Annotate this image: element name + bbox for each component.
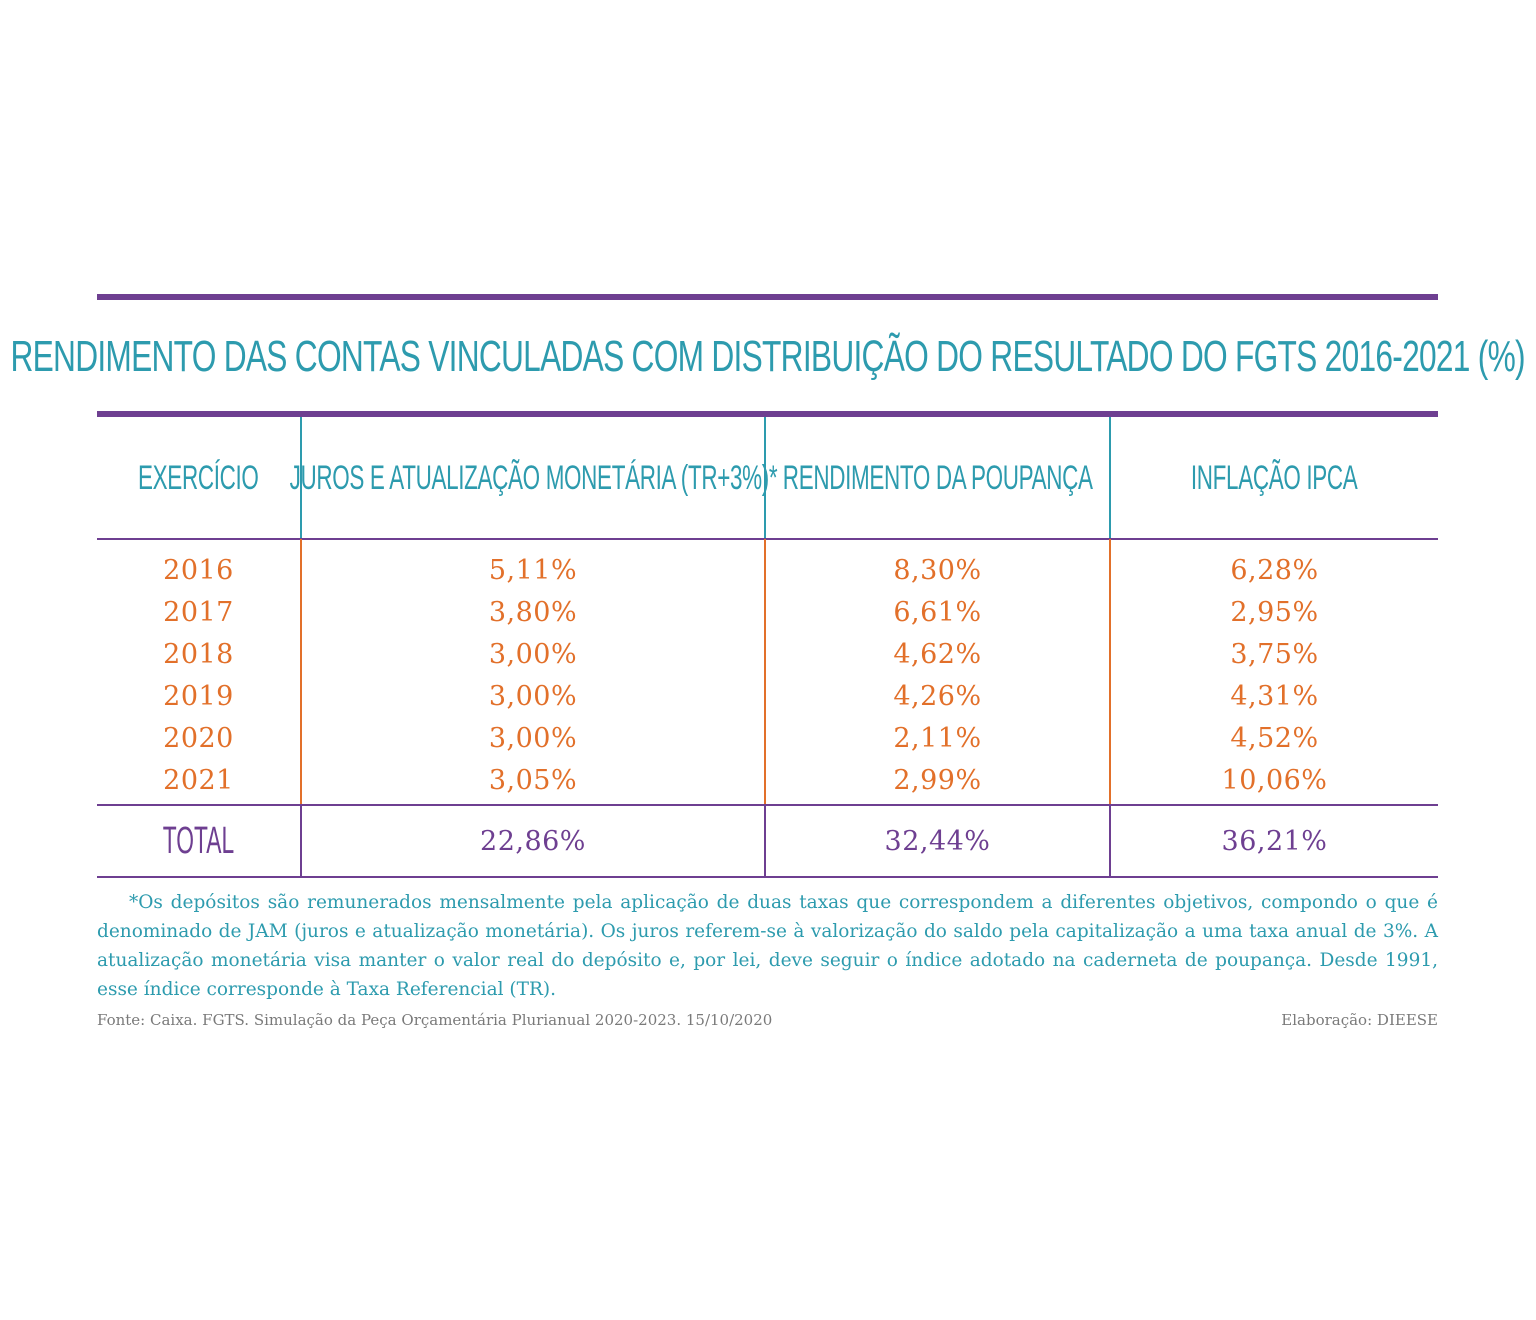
header-divider <box>97 538 1438 540</box>
body-col-divider <box>1109 539 1111 805</box>
total-juros: 22,86% <box>480 825 586 857</box>
ipca-cell: 4,31% <box>1230 680 1319 712</box>
total-label: TOTAL <box>162 819 235 862</box>
ipca-cell: 6,28% <box>1230 554 1319 586</box>
total-col-divider <box>764 805 766 877</box>
poupanca-cell: 2,99% <box>893 764 982 796</box>
year-cell: 2017 <box>163 596 234 628</box>
ipca-cell: 2,95% <box>1230 596 1319 628</box>
table-body: 2016 5,11% 8,30% 6,28% 2017 3,80% 6,61% … <box>97 539 1438 805</box>
total-ipca: 36,21% <box>1221 825 1328 857</box>
total-row: TOTAL 22,86% 32,44% 36,21% <box>97 805 1438 877</box>
body-col-divider <box>300 539 302 805</box>
credit-note: Elaboração: DIEESE <box>1281 1011 1438 1029</box>
table-bottom-border <box>97 876 1438 878</box>
title-divider <box>97 411 1438 417</box>
data-table: EXERCÍCIO JUROS E ATUALIZAÇÃO MONETÁRIA … <box>97 417 1438 879</box>
header-col-divider <box>764 417 766 539</box>
ipca-cell: 3,75% <box>1230 638 1319 670</box>
column-header-poupanca: RENDIMENTO DA POUPANÇA <box>782 458 1093 497</box>
juros-cell: 3,05% <box>488 764 578 796</box>
year-cell: 2018 <box>163 638 234 670</box>
header-col-divider <box>1109 417 1111 539</box>
poupanca-cell: 2,11% <box>893 722 982 754</box>
poupanca-cell: 4,62% <box>893 638 982 670</box>
juros-cell: 3,00% <box>488 680 578 712</box>
ipca-cell: 4,52% <box>1230 722 1319 754</box>
year-cell: 2019 <box>163 680 234 712</box>
total-divider <box>97 804 1438 806</box>
table-header: EXERCÍCIO JUROS E ATUALIZAÇÃO MONETÁRIA … <box>97 417 1438 539</box>
column-header-exercicio: EXERCÍCIO <box>138 458 259 497</box>
year-cell: 2021 <box>163 764 234 796</box>
top-divider <box>97 294 1438 300</box>
juros-cell: 3,00% <box>488 638 578 670</box>
year-cell: 2020 <box>163 722 234 754</box>
column-header-juros: JUROS E ATUALIZAÇÃO MONETÁRIA (TR+3%)* <box>289 458 777 497</box>
poupanca-cell: 6,61% <box>893 596 982 628</box>
body-col-divider <box>764 539 766 805</box>
column-header-ipca: INFLAÇÃO IPCA <box>1191 458 1358 497</box>
ipca-cell: 10,06% <box>1221 764 1328 796</box>
total-col-divider <box>300 805 302 877</box>
total-poupanca: 32,44% <box>884 825 991 857</box>
juros-cell: 3,00% <box>488 722 578 754</box>
total-col-divider <box>1109 805 1111 877</box>
juros-cell: 5,11% <box>488 554 578 586</box>
juros-cell: 3,80% <box>488 596 578 628</box>
footnote: *Os depósitos são remunerados mensalment… <box>97 892 1438 1000</box>
year-cell: 2016 <box>163 554 234 586</box>
chart-title: RENDIMENTO DAS CONTAS VINCULADAS COM DIS… <box>10 332 1525 381</box>
header-col-divider <box>300 417 302 539</box>
poupanca-cell: 8,30% <box>893 554 982 586</box>
poupanca-cell: 4,26% <box>893 680 982 712</box>
source-note: Fonte: Caixa. FGTS. Simulação da Peça Or… <box>97 1011 773 1029</box>
